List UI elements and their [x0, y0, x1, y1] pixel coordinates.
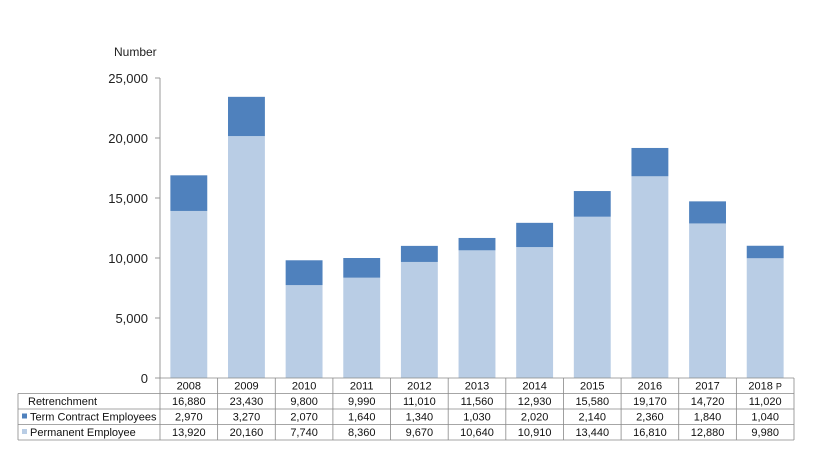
data-label-term-contract: 1,040: [751, 412, 779, 424]
y-axis: 0 5,000 10,000 15,000 20,000 25,000: [108, 71, 161, 386]
data-label-retrenchment: 12,930: [518, 396, 552, 408]
bar-term-contract-2014: [516, 222, 554, 248]
data-label-term-contract: 1,030: [463, 412, 491, 424]
data-label-permanent: 12,880: [691, 427, 725, 439]
bar-term-contract-2016: [631, 147, 669, 177]
x-category-label: 2011: [350, 381, 374, 393]
data-label-permanent: 8,360: [348, 427, 376, 439]
bar-permanent-2014: [516, 247, 554, 378]
data-label-permanent: 16,810: [633, 427, 667, 439]
bar-term-contract-2013: [458, 237, 496, 251]
x-category-label: 2018 P: [748, 381, 782, 393]
data-label-retrenchment: 9,990: [348, 396, 376, 408]
bar-permanent-2016: [631, 176, 669, 378]
bar-term-contract-2015: [573, 191, 611, 217]
data-label-term-contract: 2,360: [636, 412, 664, 424]
data-label-permanent: 13,440: [575, 427, 609, 439]
x-category-label: 2013: [465, 381, 489, 393]
data-label-term-contract: 2,070: [290, 412, 318, 424]
data-label-retrenchment: 14,720: [691, 396, 725, 408]
bar-term-contract-2009: [228, 96, 265, 137]
y-tick-label: 10,000: [108, 251, 148, 266]
data-label-retrenchment: 11,020: [749, 396, 782, 408]
y-tick-label: 25,000: [108, 71, 148, 86]
bar-permanent-2018: [746, 258, 784, 378]
data-label-permanent: 9,670: [406, 427, 434, 439]
legend-swatch-term-contract: [22, 413, 27, 419]
bar-permanent-2013: [458, 250, 496, 378]
data-label-permanent: 9,980: [751, 427, 779, 439]
data-label-permanent: 13,920: [172, 427, 206, 439]
bar-permanent-2011: [343, 277, 381, 378]
data-label-retrenchment: 9,800: [290, 396, 318, 408]
data-label-retrenchment: 16,880: [172, 396, 206, 408]
y-tick-label: 5,000: [115, 311, 148, 326]
y-axis-label: Number: [114, 45, 157, 59]
y-tick-label: 20,000: [108, 131, 148, 146]
data-label-term-contract: 3,270: [233, 412, 261, 424]
y-tick-label: 15,000: [108, 191, 148, 206]
data-label-permanent: 10,910: [518, 427, 552, 439]
bar-permanent-2008: [170, 210, 208, 378]
data-label-retrenchment: 15,580: [575, 396, 609, 408]
data-label-term-contract: 2,140: [579, 412, 607, 424]
x-category-label: 2012: [407, 381, 431, 393]
x-category-label: 2015: [580, 381, 604, 393]
bar-term-contract-2008: [170, 175, 208, 211]
data-label-permanent: 10,640: [460, 427, 494, 439]
data-label-term-contract: 2,970: [175, 412, 203, 424]
legend-label-retrenchment: Retrenchment: [28, 396, 97, 408]
bar-term-contract-2018: [746, 245, 784, 259]
data-label-term-contract: 1,640: [348, 412, 376, 424]
legend-swatch-permanent: [22, 429, 27, 434]
data-label-permanent: 20,160: [230, 427, 264, 439]
bar-permanent-2017: [689, 223, 726, 378]
legend-label-permanent: Permanent Employee: [30, 427, 136, 439]
bar-term-contract-2010: [285, 260, 323, 286]
x-category-label: 2008: [177, 381, 201, 393]
bar-term-contract-2012: [400, 245, 438, 262]
data-label-permanent: 7,740: [290, 427, 318, 439]
x-category-label: 2014: [522, 381, 546, 393]
data-label-term-contract: 1,340: [406, 412, 434, 424]
bar-permanent-2010: [285, 285, 323, 378]
data-label-term-contract: 1,840: [694, 412, 722, 424]
data-label-term-contract: 2,020: [521, 412, 549, 424]
x-category-label: 2009: [234, 381, 258, 393]
bar-permanent-2015: [573, 216, 611, 378]
data-label-retrenchment: 19,170: [633, 396, 667, 408]
bar-permanent-2012: [400, 261, 438, 378]
bars: [170, 96, 784, 378]
data-label-retrenchment: 11,560: [461, 396, 494, 408]
x-category-label: 2017: [695, 381, 719, 393]
y-tick-label: 0: [141, 371, 148, 386]
legend-label-term-contract: Term Contract Employees: [30, 412, 157, 424]
bar-term-contract-2011: [343, 258, 381, 278]
data-table: 2008 2009 2010 2011 2012 2013 2014 2015 2016 2017…: [17, 377, 795, 441]
data-label-retrenchment: 11,010: [403, 396, 436, 408]
x-category-label: 2016: [638, 381, 662, 393]
bar-term-contract-2017: [689, 201, 726, 224]
data-label-retrenchment: 23,430: [230, 396, 264, 408]
bar-permanent-2009: [228, 136, 265, 378]
x-category-label: 2010: [292, 381, 316, 393]
provisional-marker: P: [776, 382, 782, 392]
